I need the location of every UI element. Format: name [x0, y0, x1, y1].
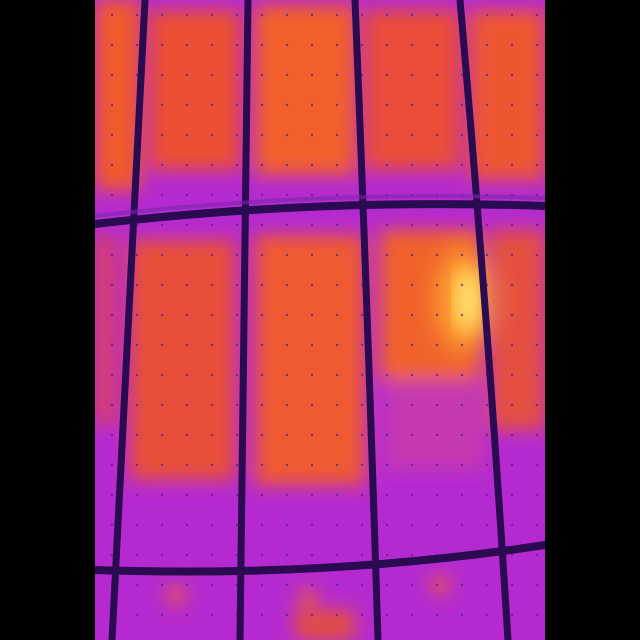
cell-dots: [95, 0, 545, 640]
panels: [95, 0, 545, 640]
frame-lines: [95, 0, 545, 640]
